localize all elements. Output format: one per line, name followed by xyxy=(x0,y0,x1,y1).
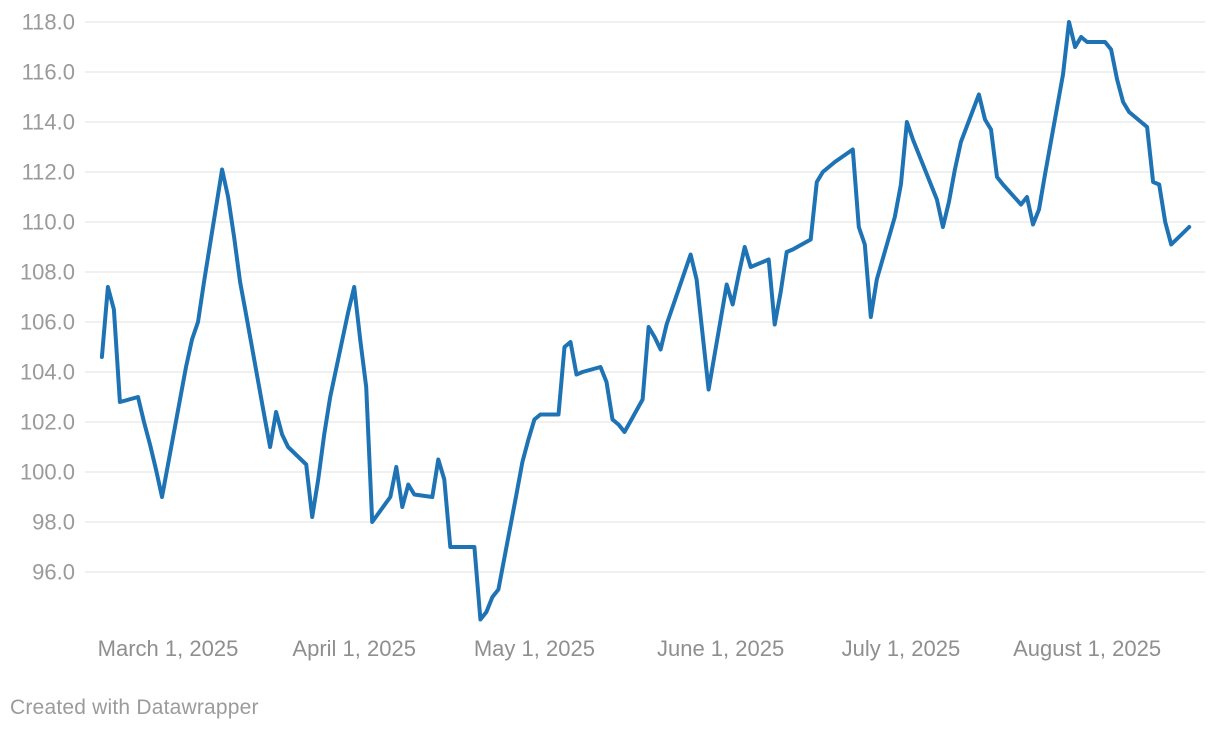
gridlines xyxy=(85,21,1205,573)
x-tick-label: August 1, 2025 xyxy=(1013,636,1161,661)
y-tick-label: 102.0 xyxy=(20,410,75,435)
data-series xyxy=(99,20,1192,622)
y-tick-label: 116.0 xyxy=(22,60,75,85)
datawrapper-credit[interactable]: Created with Datawrapper xyxy=(10,696,259,719)
y-tick-label: 98.0 xyxy=(32,510,75,535)
y-tick-label: 100.0 xyxy=(20,460,75,485)
x-tick-label: July 1, 2025 xyxy=(842,636,961,661)
data-line[interactable] xyxy=(99,20,1192,622)
y-tick-label: 110.0 xyxy=(22,210,75,235)
x-tick-label: April 1, 2025 xyxy=(292,636,416,661)
x-axis-labels: March 1, 2025 April 1, 2025 May 1, 2025 Jun… xyxy=(98,636,1161,661)
y-tick-label: 118.0 xyxy=(22,10,75,35)
y-tick-label: 106.0 xyxy=(20,310,75,335)
y-axis-labels: 96.0 98.0 100.0 102.0 104.0 106.0 108.0 110.0 11… xyxy=(20,10,75,585)
x-tick-label: June 1, 2025 xyxy=(657,636,784,661)
y-tick-label: 112.0 xyxy=(22,160,75,185)
x-tick-label: May 1, 2025 xyxy=(474,636,595,661)
y-tick-label: 104.0 xyxy=(20,360,75,385)
y-tick-label: 96.0 xyxy=(32,560,75,585)
y-tick-label: 114.0 xyxy=(22,110,75,135)
x-tick-label: March 1, 2025 xyxy=(98,636,239,661)
y-tick-label: 108.0 xyxy=(20,260,75,285)
